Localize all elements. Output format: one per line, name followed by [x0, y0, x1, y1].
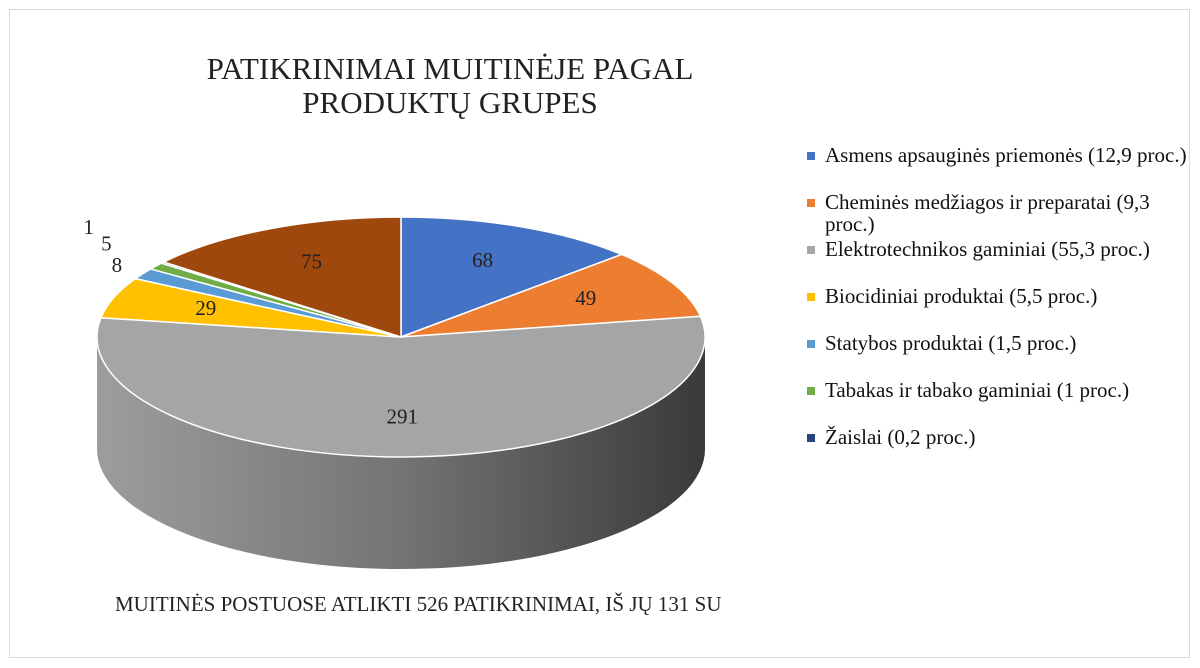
legend-swatch	[807, 340, 815, 348]
legend-label: Biocidiniai produktai (5,5 proc.)	[825, 284, 1098, 308]
legend: Asmens apsauginės priemonės (12,9 proc.)…	[805, 144, 1190, 473]
data-label: 75	[301, 249, 322, 273]
legend-swatch	[807, 199, 815, 207]
data-label: 291	[386, 404, 418, 428]
legend-label: Tabakas ir tabako gaminiai (1 proc.)	[825, 378, 1130, 402]
legend-item: Žaislai (0,2 proc.)	[805, 426, 1190, 470]
side-shade	[97, 337, 705, 569]
legend-item: Elektrotechnikos gaminiai (55,3 proc.)	[805, 238, 1190, 282]
legend-item: Biocidiniai produktai (5,5 proc.)	[805, 285, 1190, 329]
data-label: 29	[195, 296, 216, 320]
frame	[9, 9, 1190, 658]
data-label: 49	[575, 286, 596, 310]
annotation: MUITINĖS POSTUOSE ATLIKTI 526 PATIKRINIM…	[115, 592, 722, 616]
legend-swatch	[807, 246, 815, 254]
legend-swatch	[807, 434, 815, 442]
legend-swatch	[807, 152, 815, 160]
legend-label: Elektrotechnikos gaminiai (55,3 proc.)	[825, 237, 1150, 261]
data-label: 1	[83, 215, 94, 239]
legend-item: Statybos produktai (1,5 proc.)	[805, 332, 1190, 376]
legend-label: Statybos produktai (1,5 proc.)	[825, 331, 1077, 355]
legend-label: Žaislai (0,2 proc.)	[825, 425, 976, 449]
data-label: 68	[472, 248, 493, 272]
slice	[161, 216, 402, 339]
slice	[96, 315, 706, 458]
legend-item: Tabakas ir tabako gaminiai (1 proc.)	[805, 379, 1190, 423]
data-label: 5	[101, 232, 112, 256]
legend-swatch	[807, 293, 815, 301]
legend-label: Asmens apsauginės priemonės (12,9 proc.)	[825, 143, 1187, 167]
legend-swatch	[807, 387, 815, 395]
legend-item: Cheminės medžiagos ir preparatai (9,3 pr…	[805, 191, 1190, 235]
slice	[400, 216, 624, 339]
slice	[400, 253, 702, 338]
legend-item: Asmens apsauginės priemonės (12,9 proc.)	[805, 144, 1190, 188]
chart-title: PATIKRINIMAI MUITINĖJE PAGAL PRODUKTŲ GR…	[206, 51, 694, 120]
legend-label: Cheminės medžiagos ir preparatai (9,3 pr…	[825, 190, 1150, 236]
data-label: 8	[112, 253, 123, 277]
